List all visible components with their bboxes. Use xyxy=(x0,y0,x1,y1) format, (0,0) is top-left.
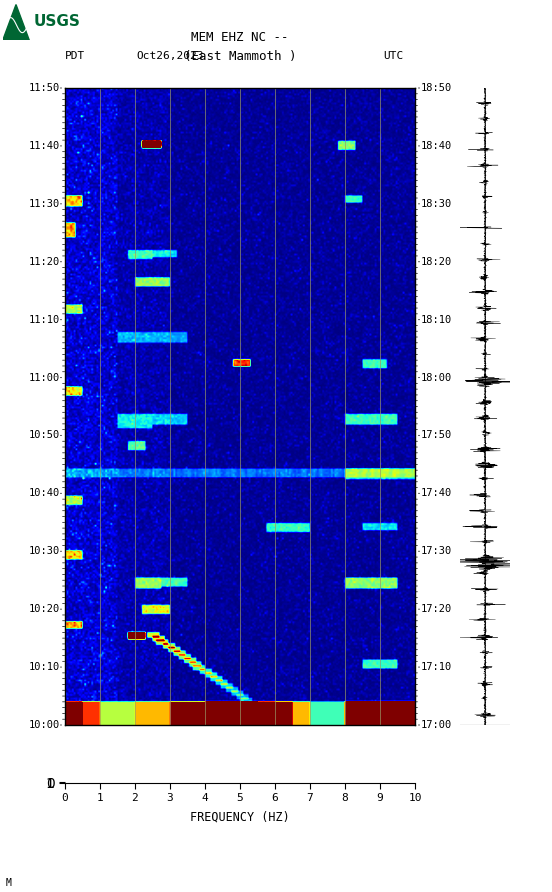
Text: 18:50: 18:50 xyxy=(420,83,452,93)
Text: UTC: UTC xyxy=(384,51,404,62)
Text: 18:40: 18:40 xyxy=(420,141,452,151)
Text: 18:30: 18:30 xyxy=(420,199,452,209)
Text: 17:50: 17:50 xyxy=(420,431,452,441)
Text: 17:10: 17:10 xyxy=(420,662,452,672)
Text: 11:50: 11:50 xyxy=(29,83,60,93)
Text: USGS: USGS xyxy=(34,14,81,29)
Text: (East Mammoth ): (East Mammoth ) xyxy=(184,50,296,62)
X-axis label: FREQUENCY (HZ): FREQUENCY (HZ) xyxy=(190,810,290,823)
Text: 10:00: 10:00 xyxy=(29,720,60,730)
Text: 18:20: 18:20 xyxy=(420,257,452,267)
Text: 17:20: 17:20 xyxy=(420,604,452,615)
Text: 18:00: 18:00 xyxy=(420,373,452,383)
Text: M: M xyxy=(6,878,12,888)
Text: 11:10: 11:10 xyxy=(29,315,60,325)
Text: 17:40: 17:40 xyxy=(420,488,452,499)
Text: MEM EHZ NC --: MEM EHZ NC -- xyxy=(191,31,289,44)
Text: 11:00: 11:00 xyxy=(29,373,60,383)
Text: 10:40: 10:40 xyxy=(29,488,60,499)
Text: 11:20: 11:20 xyxy=(29,257,60,267)
Polygon shape xyxy=(3,4,29,40)
Text: Oct26,2023: Oct26,2023 xyxy=(137,51,204,62)
Text: 10:30: 10:30 xyxy=(29,546,60,557)
Text: 17:30: 17:30 xyxy=(420,546,452,557)
Text: 17:00: 17:00 xyxy=(420,720,452,730)
Text: 10:20: 10:20 xyxy=(29,604,60,615)
Text: 11:40: 11:40 xyxy=(29,141,60,151)
Text: 18:10: 18:10 xyxy=(420,315,452,325)
Text: 10:10: 10:10 xyxy=(29,662,60,672)
Text: 10:50: 10:50 xyxy=(29,431,60,441)
Text: 11:30: 11:30 xyxy=(29,199,60,209)
Text: PDT: PDT xyxy=(65,51,85,62)
